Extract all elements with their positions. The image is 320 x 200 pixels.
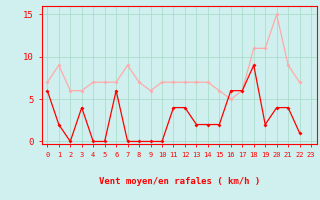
X-axis label: Vent moyen/en rafales ( km/h ): Vent moyen/en rafales ( km/h )	[99, 177, 260, 186]
